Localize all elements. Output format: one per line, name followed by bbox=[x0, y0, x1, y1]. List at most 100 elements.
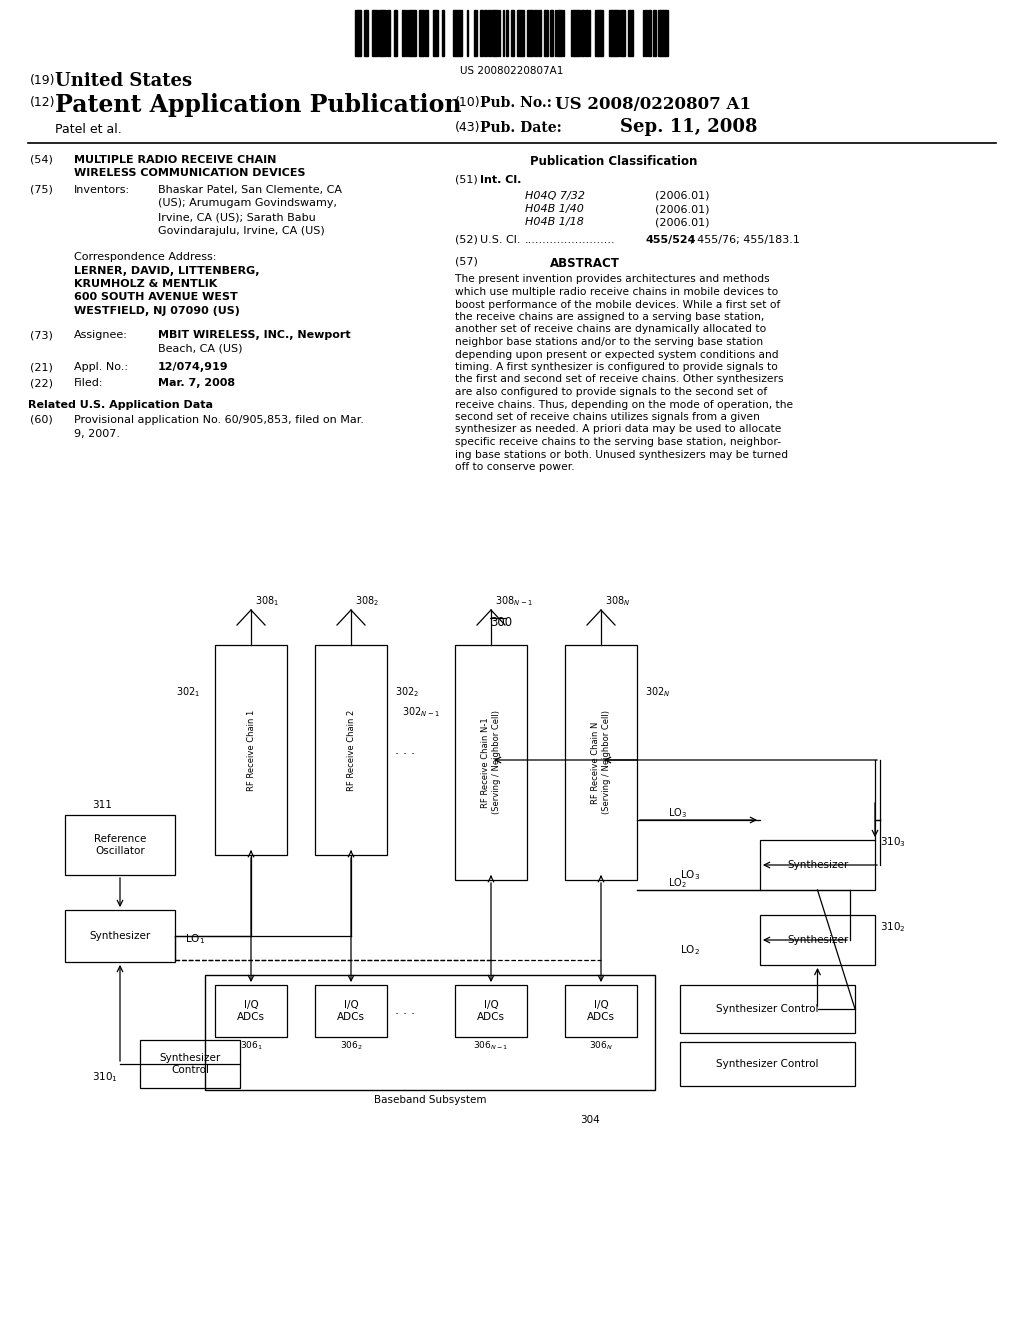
Text: ing base stations or both. Unused synthesizers may be turned: ing base stations or both. Unused synthe… bbox=[455, 450, 788, 459]
Text: boost performance of the mobile devices. While a first set of: boost performance of the mobile devices.… bbox=[455, 300, 780, 309]
Text: 310$_2$: 310$_2$ bbox=[880, 920, 906, 933]
Bar bbox=[481, 11, 483, 55]
Bar bbox=[442, 11, 444, 55]
Text: RF Receive Chain N-1
(Serving / Neighbor Cell): RF Receive Chain N-1 (Serving / Neighbor… bbox=[481, 710, 501, 814]
Bar bbox=[474, 11, 477, 55]
Bar bbox=[455, 985, 527, 1038]
Text: US 2008/0220807 A1: US 2008/0220807 A1 bbox=[555, 96, 751, 114]
Text: (52): (52) bbox=[455, 235, 478, 246]
Text: Beach, CA (US): Beach, CA (US) bbox=[158, 343, 243, 354]
Text: 308$_N$: 308$_N$ bbox=[605, 594, 631, 609]
Text: Baseband Subsystem: Baseband Subsystem bbox=[374, 1096, 486, 1105]
Bar bbox=[760, 840, 874, 890]
Text: RF Receive Chain 1: RF Receive Chain 1 bbox=[247, 709, 256, 791]
Text: (2006.01): (2006.01) bbox=[655, 205, 710, 214]
Text: 308$_1$: 308$_1$ bbox=[255, 594, 280, 609]
Text: depending upon present or expected system conditions and: depending upon present or expected syste… bbox=[455, 350, 778, 359]
Text: 9, 2007.: 9, 2007. bbox=[74, 429, 120, 438]
Text: H04Q 7/32: H04Q 7/32 bbox=[525, 190, 585, 201]
Text: U.S. Cl.: U.S. Cl. bbox=[480, 235, 520, 246]
Text: US 20080220807A1: US 20080220807A1 bbox=[461, 66, 563, 77]
Text: LO$_1$: LO$_1$ bbox=[185, 932, 205, 946]
Bar bbox=[411, 11, 413, 55]
Bar bbox=[629, 11, 632, 55]
Text: I/Q
ADCs: I/Q ADCs bbox=[587, 1001, 615, 1022]
Bar bbox=[436, 11, 438, 55]
Bar bbox=[488, 11, 490, 55]
Text: The present invention provides architectures and methods: The present invention provides architect… bbox=[455, 275, 770, 285]
Bar bbox=[658, 11, 660, 55]
Bar bbox=[425, 11, 428, 55]
Text: United States: United States bbox=[55, 73, 193, 90]
Bar bbox=[456, 11, 458, 55]
Text: Correspondence Address:: Correspondence Address: bbox=[74, 252, 216, 261]
Text: Sep. 11, 2008: Sep. 11, 2008 bbox=[620, 117, 758, 136]
Bar bbox=[420, 11, 423, 55]
Text: Pub. No.:: Pub. No.: bbox=[480, 96, 552, 110]
Text: (19): (19) bbox=[30, 74, 55, 87]
Bar bbox=[357, 11, 360, 55]
Text: 310$_3$: 310$_3$ bbox=[880, 836, 906, 849]
Text: LO$_2$: LO$_2$ bbox=[668, 876, 687, 890]
Text: (10): (10) bbox=[455, 96, 480, 110]
Bar bbox=[648, 11, 651, 55]
Text: (60): (60) bbox=[30, 414, 53, 425]
Text: 308$_2$: 308$_2$ bbox=[355, 594, 379, 609]
Bar bbox=[527, 11, 530, 55]
Text: 12/074,919: 12/074,919 bbox=[158, 362, 228, 372]
Bar bbox=[215, 645, 287, 855]
Text: Appl. No.:: Appl. No.: bbox=[74, 362, 128, 372]
Bar bbox=[315, 985, 387, 1038]
Text: 302$_2$: 302$_2$ bbox=[395, 685, 419, 698]
Text: WIRELESS COMMUNICATION DEVICES: WIRELESS COMMUNICATION DEVICES bbox=[74, 169, 305, 178]
Text: LO$_3$: LO$_3$ bbox=[668, 807, 687, 820]
Bar bbox=[364, 11, 367, 55]
Text: RF Receive Chain 2: RF Receive Chain 2 bbox=[346, 709, 355, 791]
Text: which use multiple radio receive chains in mobile devices to: which use multiple radio receive chains … bbox=[455, 286, 778, 297]
Bar bbox=[375, 11, 378, 55]
Text: Int. Cl.: Int. Cl. bbox=[480, 176, 521, 185]
Text: H04B 1/40: H04B 1/40 bbox=[525, 205, 584, 214]
Text: (2006.01): (2006.01) bbox=[655, 218, 710, 227]
Text: Provisional application No. 60/905,853, filed on Mar.: Provisional application No. 60/905,853, … bbox=[74, 414, 364, 425]
Text: Reference
Oscillator: Reference Oscillator bbox=[94, 834, 146, 855]
Bar bbox=[665, 11, 667, 55]
Bar bbox=[585, 11, 588, 55]
Text: KRUMHOLZ & MENTLIK: KRUMHOLZ & MENTLIK bbox=[74, 279, 217, 289]
Bar bbox=[530, 11, 534, 55]
Text: the first and second set of receive chains. Other synthesizers: the first and second set of receive chai… bbox=[455, 375, 783, 384]
Text: (21): (21) bbox=[30, 362, 53, 372]
Bar bbox=[680, 985, 855, 1034]
Text: . . .: . . . bbox=[395, 1003, 415, 1016]
Text: Synthesizer: Synthesizer bbox=[786, 935, 848, 945]
Text: 600 SOUTH AVENUE WEST: 600 SOUTH AVENUE WEST bbox=[74, 293, 238, 302]
Bar bbox=[534, 11, 537, 55]
Bar bbox=[315, 645, 387, 855]
Text: 302$_N$: 302$_N$ bbox=[645, 685, 671, 698]
Text: Synthesizer Control: Synthesizer Control bbox=[716, 1059, 819, 1069]
Text: LO$_2$: LO$_2$ bbox=[680, 942, 699, 957]
Bar bbox=[575, 11, 577, 55]
Text: Synthesizer: Synthesizer bbox=[786, 861, 848, 870]
Bar bbox=[601, 11, 603, 55]
Text: off to conserve power.: off to conserve power. bbox=[455, 462, 574, 473]
Text: I/Q
ADCs: I/Q ADCs bbox=[337, 1001, 365, 1022]
Text: Patel et al.: Patel et al. bbox=[55, 123, 122, 136]
Text: Publication Classification: Publication Classification bbox=[530, 154, 697, 168]
Bar bbox=[455, 645, 527, 880]
Bar bbox=[613, 11, 615, 55]
Text: second set of receive chains utilizes signals from a given: second set of receive chains utilizes si… bbox=[455, 412, 760, 422]
Text: 308$_{N-1}$: 308$_{N-1}$ bbox=[495, 594, 532, 609]
Bar bbox=[623, 11, 625, 55]
Bar bbox=[506, 11, 508, 55]
Bar bbox=[65, 909, 175, 962]
Text: Patent Application Publication: Patent Application Publication bbox=[55, 92, 462, 117]
Text: Govindarajulu, Irvine, CA (US): Govindarajulu, Irvine, CA (US) bbox=[158, 226, 325, 235]
Bar bbox=[511, 11, 513, 55]
Text: Filed:: Filed: bbox=[74, 378, 103, 388]
Bar bbox=[557, 11, 559, 55]
Text: (22): (22) bbox=[30, 378, 53, 388]
Text: Synthesizer Control: Synthesizer Control bbox=[716, 1005, 819, 1014]
Text: Assignee:: Assignee: bbox=[74, 330, 128, 341]
Bar bbox=[662, 11, 663, 55]
